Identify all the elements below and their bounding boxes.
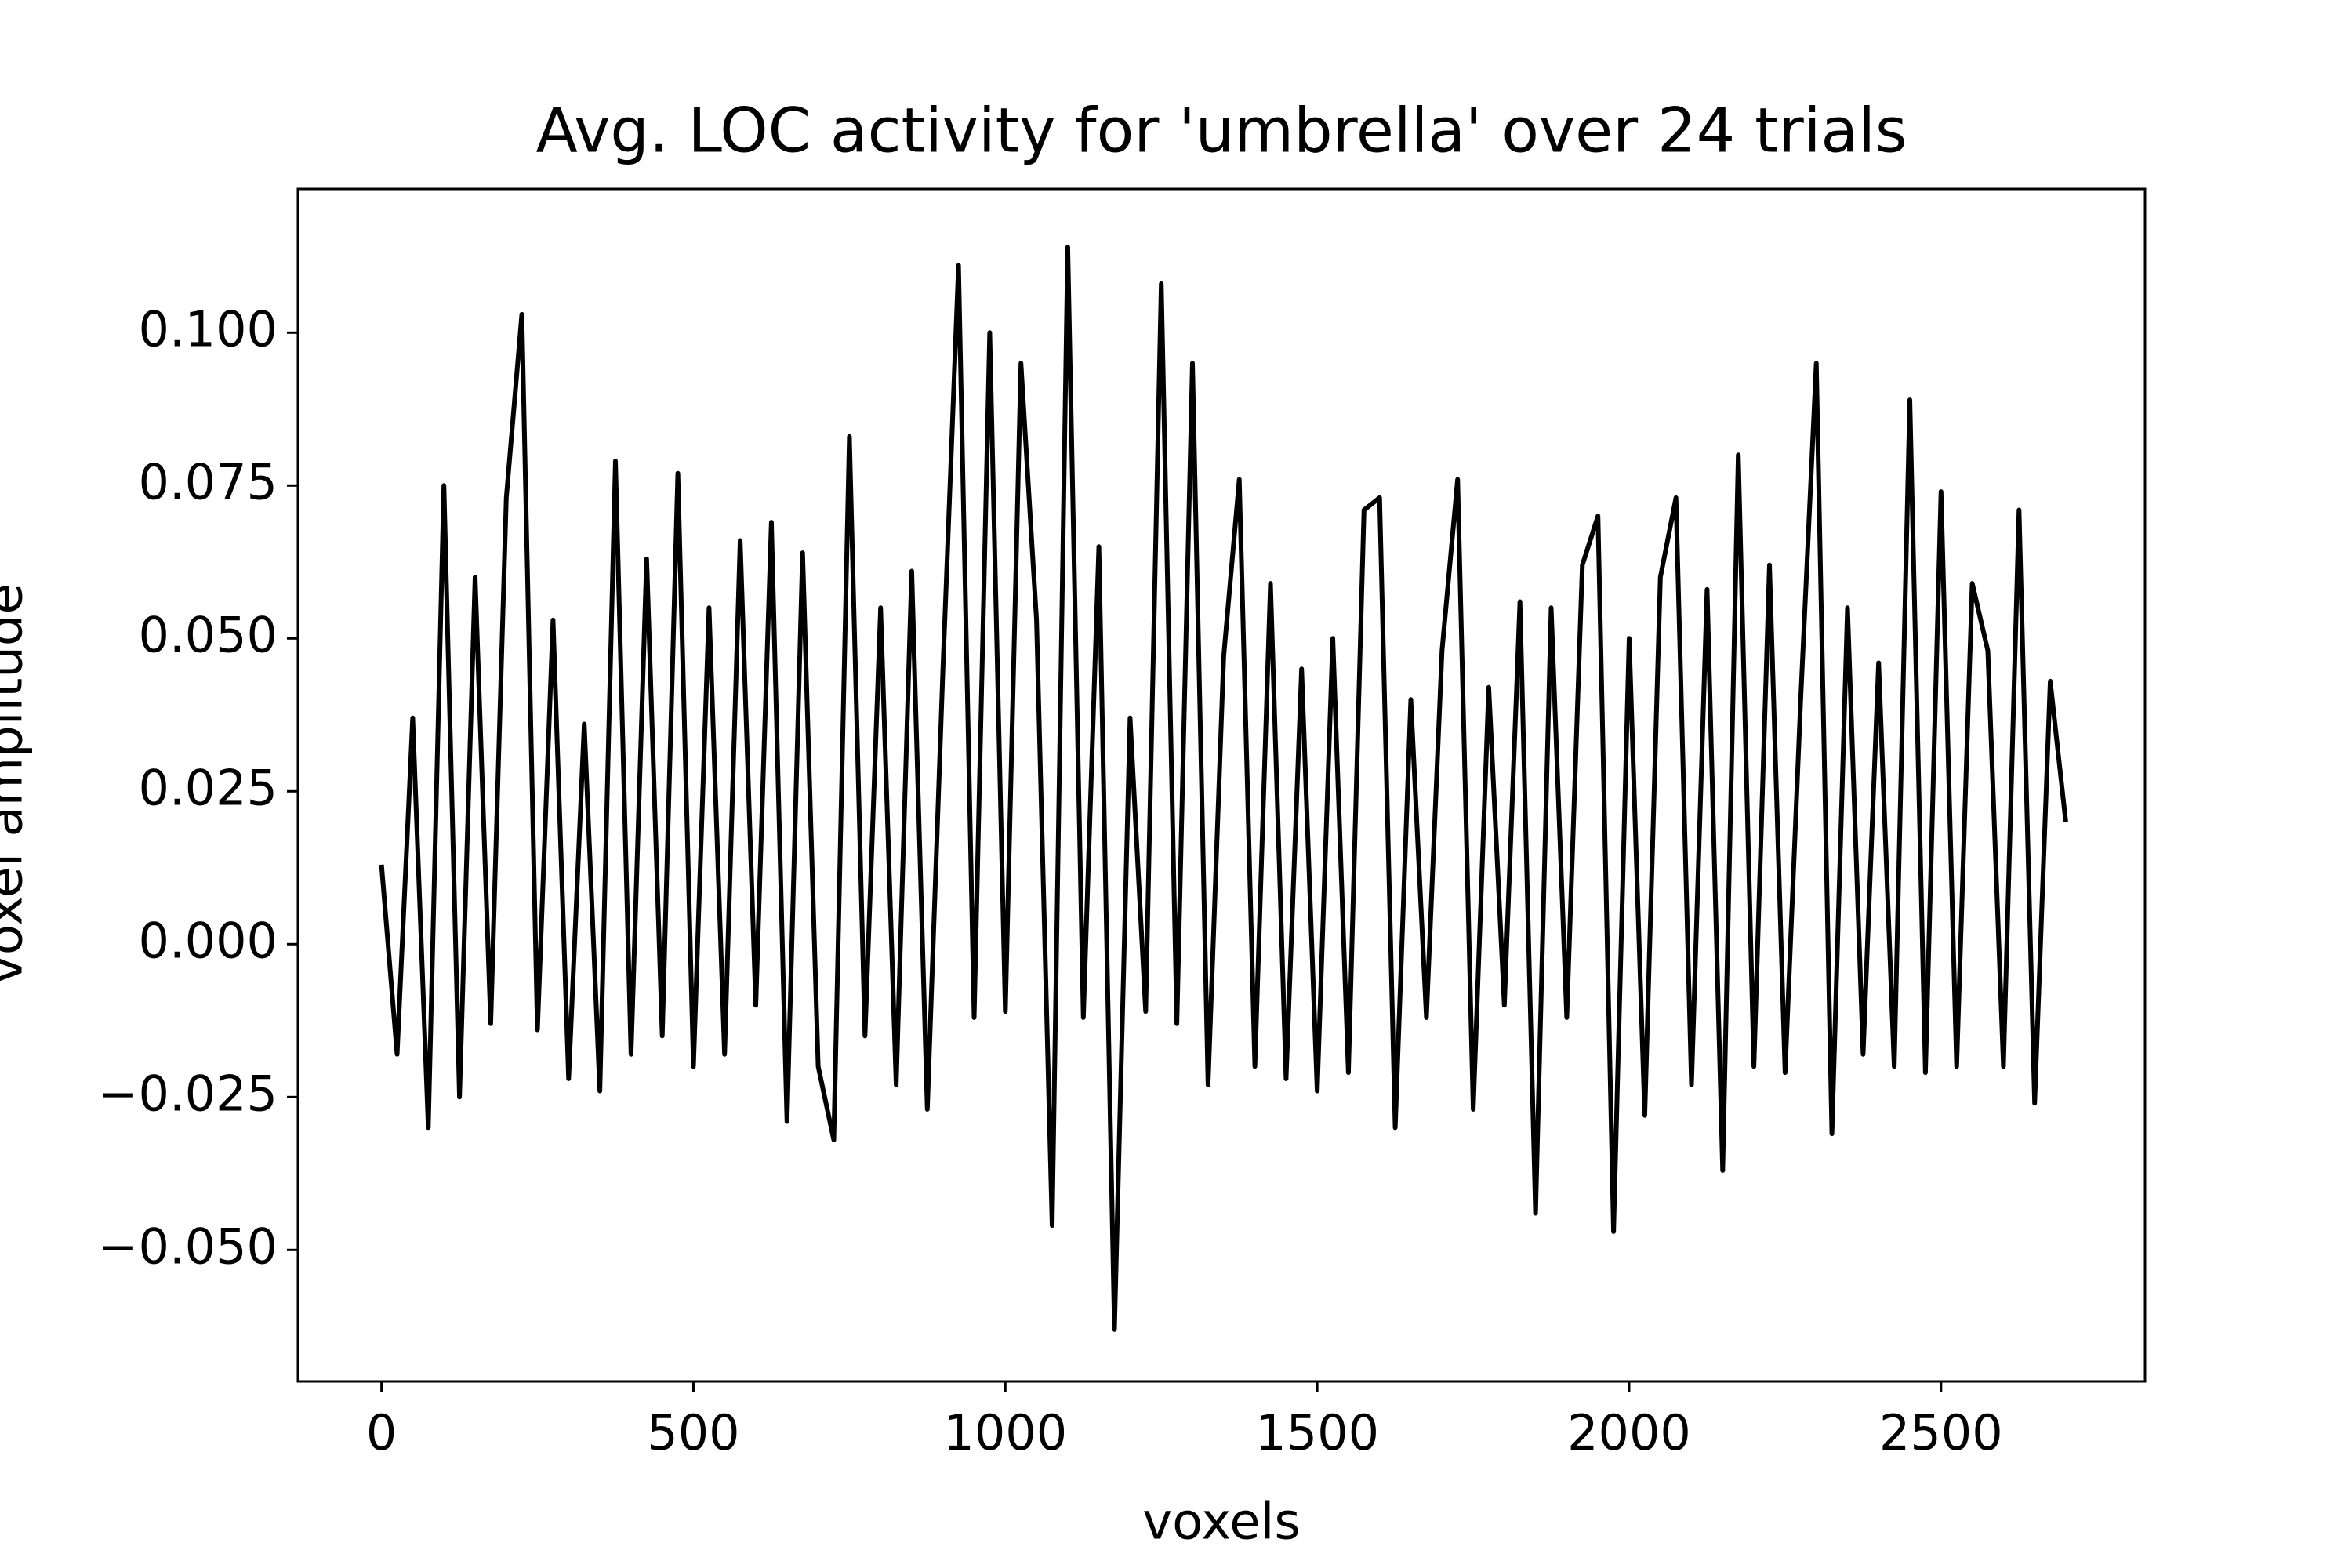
x-tick-label: 0 (366, 1404, 397, 1461)
x-axis-label: voxels (1142, 1494, 1300, 1552)
x-tick-label: 1000 (943, 1404, 1067, 1461)
y-tick-label: 0.075 (139, 453, 278, 510)
y-axis-label: voxel amplitude (0, 583, 34, 985)
y-tick-label: 0.000 (139, 912, 278, 969)
x-tick-label: 1500 (1255, 1404, 1379, 1461)
y-tick-label: −0.050 (98, 1218, 278, 1275)
y-tick-label: 0.100 (139, 300, 278, 358)
y-tick-label: −0.025 (98, 1065, 278, 1122)
x-tick-label: 500 (647, 1404, 739, 1461)
y-tick-label: 0.050 (139, 606, 278, 663)
plot-frame (296, 187, 2147, 1383)
x-tick-label: 2000 (1567, 1404, 1691, 1461)
y-tick-label: 0.025 (139, 759, 278, 816)
x-tick-label: 2500 (1879, 1404, 2003, 1461)
data-line (379, 245, 2068, 1332)
chart-title: Avg. LOC activity for 'umbrella' over 24… (535, 96, 1907, 166)
